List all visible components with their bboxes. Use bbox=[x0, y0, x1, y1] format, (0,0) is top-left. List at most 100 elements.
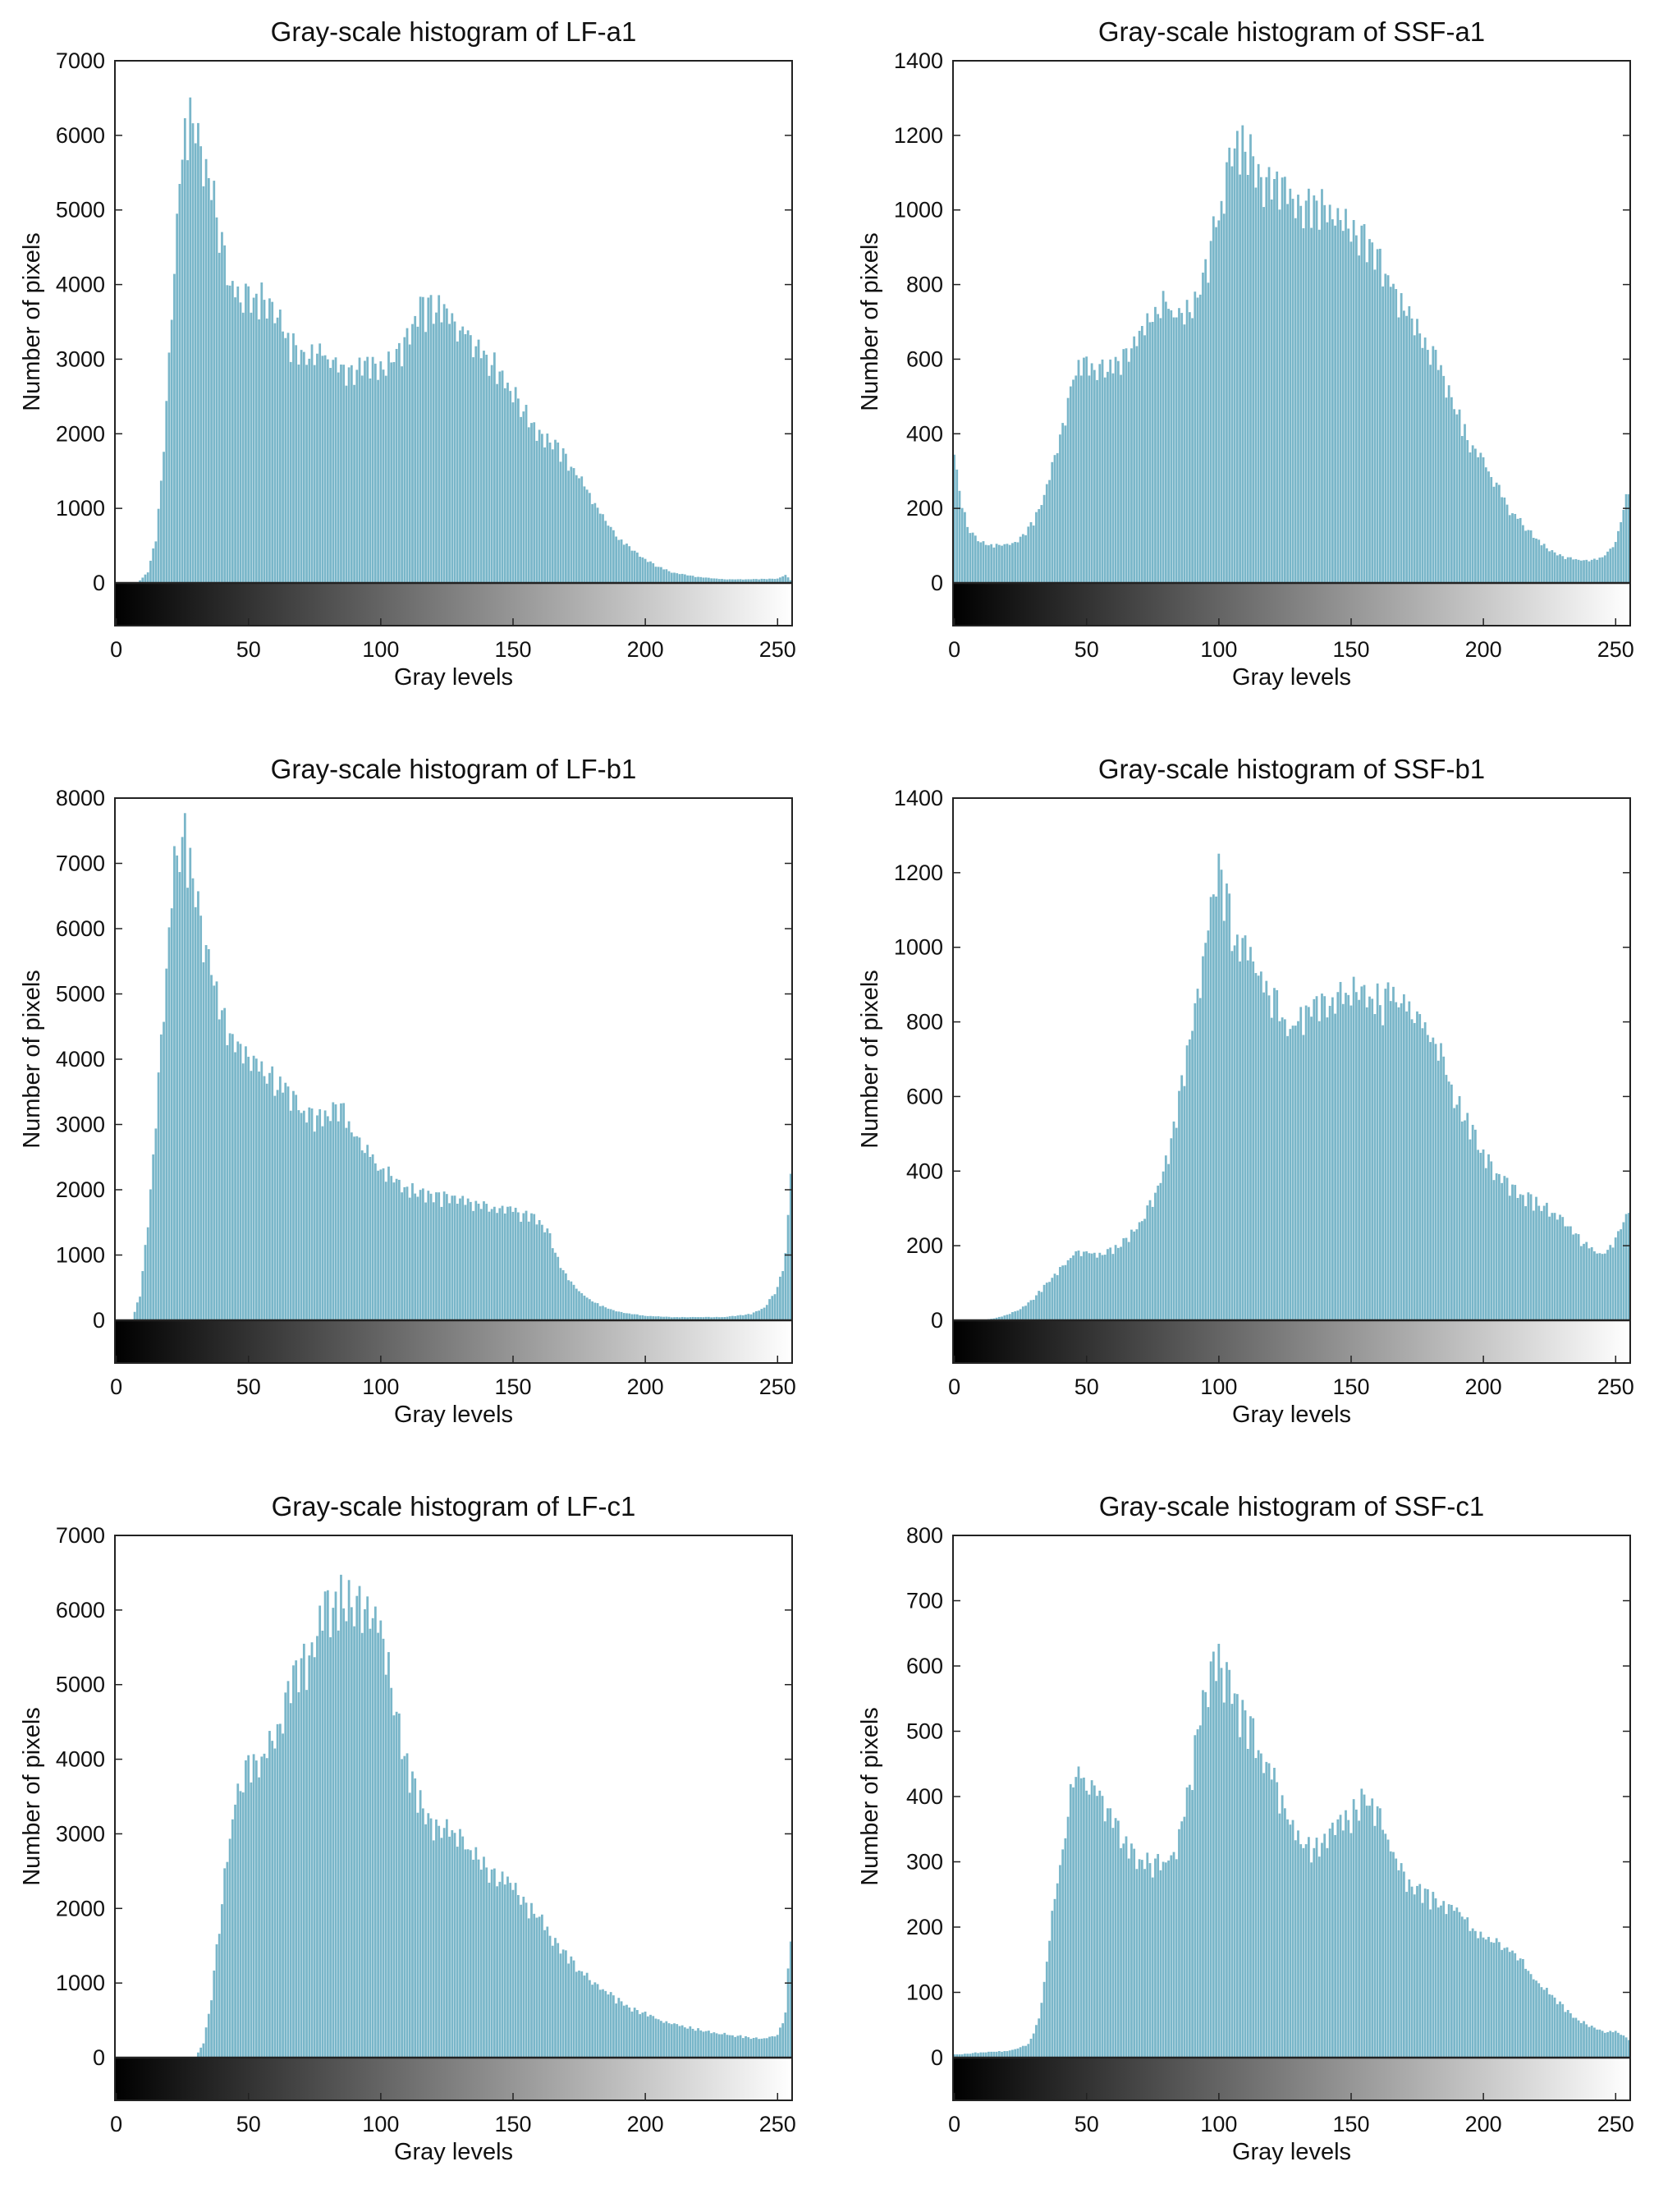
histogram-bar bbox=[710, 1317, 713, 1320]
histogram-bar bbox=[432, 1840, 435, 2058]
histogram-bar bbox=[1389, 287, 1392, 583]
histogram-bar bbox=[305, 1690, 308, 2058]
histogram-bar bbox=[1492, 486, 1496, 583]
histogram-bar bbox=[1354, 992, 1358, 1320]
histogram-bar bbox=[990, 544, 993, 583]
histogram-bar bbox=[516, 1895, 520, 2058]
histogram-bar bbox=[1066, 1260, 1070, 1320]
histogram-bar bbox=[538, 1916, 541, 2058]
histogram-bar bbox=[133, 1311, 136, 1320]
histogram-bar bbox=[252, 297, 255, 583]
histogram-bar bbox=[416, 326, 419, 583]
histogram-bar bbox=[1421, 347, 1424, 583]
histogram-bar bbox=[974, 535, 977, 583]
histogram-bar bbox=[1172, 1852, 1175, 2058]
histogram-bar bbox=[543, 1232, 546, 1320]
histogram-bar bbox=[310, 1108, 314, 1320]
y-axis-label: Number of pixels bbox=[19, 970, 45, 1149]
histogram-bar bbox=[1381, 286, 1384, 583]
x-tick-label: 100 bbox=[362, 1374, 399, 1399]
histogram-bar bbox=[1286, 1035, 1289, 1320]
histogram-bar bbox=[1204, 259, 1207, 583]
histogram-bar bbox=[1069, 1258, 1072, 1320]
histogram-bar bbox=[1495, 1938, 1498, 2058]
histogram-bar bbox=[154, 541, 158, 583]
panel-lf-a1: 0 1000 2000 3000 4000 5000 6000 7000 0 50 100 150 20… bbox=[0, 0, 838, 737]
x-tick-label: 200 bbox=[1465, 637, 1502, 662]
histogram-bar bbox=[589, 1299, 591, 1320]
histogram-bar bbox=[710, 2033, 713, 2058]
histogram-bar bbox=[387, 351, 390, 583]
histogram-bar bbox=[511, 402, 515, 583]
histogram-bar bbox=[186, 888, 189, 1320]
histogram-bar bbox=[176, 855, 179, 1320]
histogram-bar bbox=[1040, 505, 1043, 583]
histogram-bar bbox=[1122, 1843, 1125, 2058]
histogram-bar bbox=[1532, 1979, 1535, 2058]
histogram-bar bbox=[1180, 313, 1184, 583]
histogram-bar bbox=[1455, 1907, 1459, 2058]
histogram-bar bbox=[1434, 350, 1437, 583]
histogram-bar bbox=[559, 461, 562, 583]
x-tick-label: 200 bbox=[1465, 2112, 1502, 2136]
histogram-bar bbox=[469, 335, 472, 583]
histogram-bar bbox=[442, 304, 446, 583]
histogram-bar bbox=[630, 2011, 634, 2058]
histogram-bar bbox=[984, 2052, 987, 2058]
histogram-bar bbox=[1064, 1838, 1067, 2058]
histogram-bar bbox=[1267, 167, 1271, 583]
histogram-bar bbox=[241, 1063, 245, 1320]
histogram-bar bbox=[1360, 225, 1363, 583]
histogram-bar bbox=[609, 1992, 612, 2058]
histogram-bar bbox=[300, 1113, 303, 1320]
x-tick-label: 0 bbox=[110, 1374, 122, 1399]
histogram-bar bbox=[565, 1273, 567, 1320]
histogram-bar bbox=[1146, 1205, 1149, 1320]
histogram-bar bbox=[964, 2054, 966, 2058]
histogram-bar bbox=[602, 1306, 604, 1320]
histogram-bar bbox=[239, 1791, 242, 2058]
histogram-bar bbox=[1239, 1737, 1241, 2058]
histogram-bar bbox=[585, 489, 589, 583]
histogram-bar bbox=[572, 1284, 575, 1320]
histogram-bar bbox=[308, 1655, 311, 2058]
histogram-bar bbox=[1458, 1911, 1461, 2058]
histogram-bar bbox=[1482, 1937, 1485, 2058]
histogram-bar bbox=[347, 1121, 351, 1320]
y-tick-label: 200 bbox=[906, 1915, 943, 1939]
histogram-bar bbox=[308, 358, 311, 583]
histogram-bar bbox=[260, 1756, 263, 2058]
histogram-bar bbox=[570, 1281, 573, 1320]
histogram-bar bbox=[477, 1203, 480, 1320]
histogram-bar bbox=[207, 948, 210, 1320]
histogram-bar bbox=[763, 579, 766, 583]
histogram-bar bbox=[1440, 1905, 1442, 2058]
histogram-bar bbox=[734, 1315, 737, 1320]
histogram-bar bbox=[1140, 1221, 1143, 1320]
histogram-bar bbox=[702, 2031, 705, 2058]
histogram-bar bbox=[739, 2035, 742, 2058]
histogram-bar bbox=[1516, 518, 1519, 583]
histogram-bar bbox=[1566, 557, 1569, 583]
histogram-bar bbox=[1569, 557, 1572, 583]
histogram-bar bbox=[1453, 1108, 1455, 1320]
histogram-bar bbox=[292, 333, 295, 583]
histogram-bar bbox=[987, 545, 990, 583]
histogram-bar bbox=[760, 578, 763, 583]
histogram-bar bbox=[708, 1316, 710, 1320]
histogram-bar bbox=[1527, 530, 1530, 583]
histogram-bar bbox=[228, 1033, 231, 1320]
histogram-bar bbox=[1408, 1001, 1411, 1320]
histogram-bar bbox=[509, 391, 512, 583]
histogram-bar bbox=[644, 1315, 647, 1320]
histogram-bar bbox=[379, 1620, 383, 2058]
histogram-bar bbox=[1624, 1214, 1628, 1320]
histogram-bar bbox=[781, 576, 785, 583]
histogram-bar bbox=[646, 1315, 649, 1320]
histogram-bar bbox=[1474, 448, 1477, 583]
histogram-bar bbox=[1297, 1830, 1299, 2058]
histogram-bar bbox=[728, 1316, 731, 1320]
histogram-bar bbox=[218, 1019, 221, 1320]
histogram-bar bbox=[427, 1813, 430, 2058]
